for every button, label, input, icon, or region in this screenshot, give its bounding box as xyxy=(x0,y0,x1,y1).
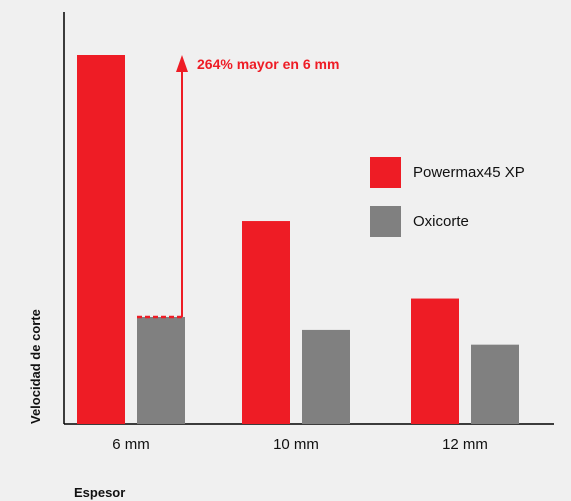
y-axis-label: Velocidad de corte xyxy=(28,309,43,424)
bar-oxicorte-6mm xyxy=(137,316,185,424)
x-tick-label: 10 mm xyxy=(273,436,319,453)
legend-label: Oxicorte xyxy=(413,213,469,230)
bar-powermax45-xp-12mm xyxy=(411,298,459,424)
legend-swatch xyxy=(370,157,401,188)
legend-label: Powermax45 XP xyxy=(413,164,525,181)
bar-powermax45-xp-6mm xyxy=(77,55,125,424)
bar-powermax45-xp-10mm xyxy=(242,221,290,424)
annotation-arrowhead xyxy=(176,55,188,72)
legend: Powermax45 XP Oxicorte xyxy=(370,157,525,237)
legend-swatch xyxy=(370,206,401,237)
bar-oxicorte-12mm xyxy=(471,344,519,424)
x-tick-label: 6 mm xyxy=(112,436,150,453)
bars-group xyxy=(77,55,519,424)
bar-oxicorte-10mm xyxy=(302,329,350,424)
x-tick-label: 12 mm xyxy=(442,436,488,453)
x-tick-labels: 6 mm 10 mm 12 mm xyxy=(112,436,488,453)
annotation-text: 264% mayor en 6 mm xyxy=(197,56,339,72)
annotation-group: 264% mayor en 6 mm xyxy=(137,55,339,319)
x-axis-label: Espesor xyxy=(74,485,125,500)
